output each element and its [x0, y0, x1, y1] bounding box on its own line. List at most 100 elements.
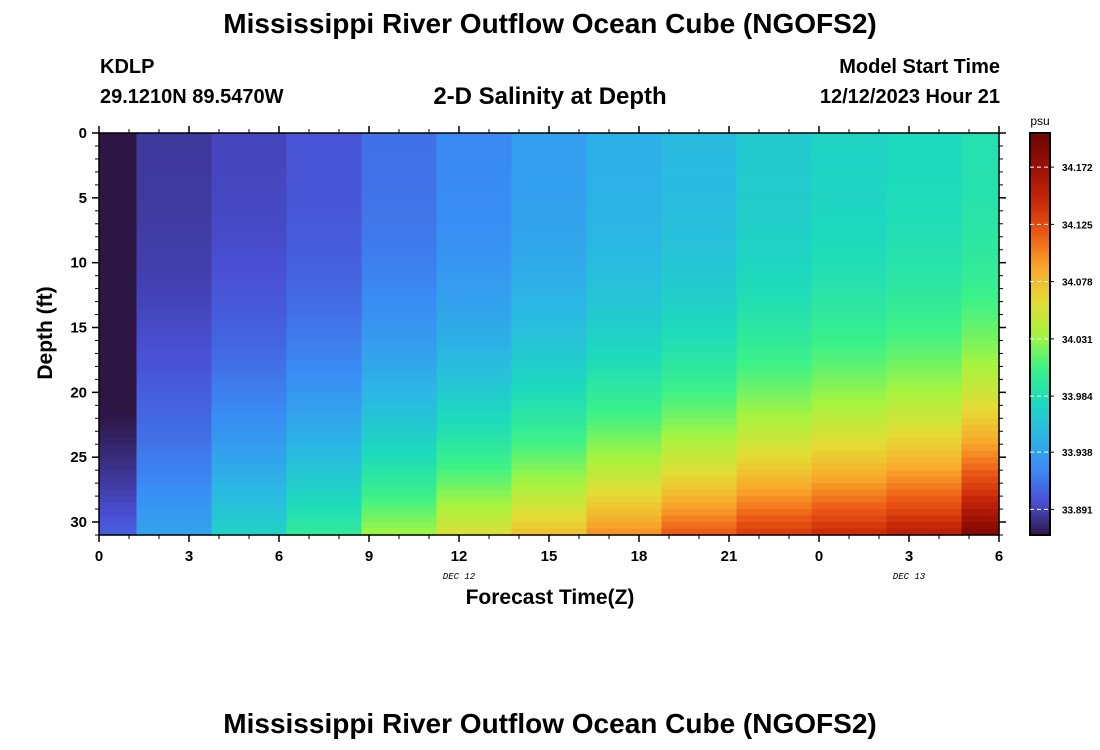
heatmap-cell — [961, 295, 1000, 303]
heatmap-cell — [661, 165, 738, 173]
heatmap-cell — [961, 489, 1000, 497]
heatmap-cell — [661, 152, 738, 160]
heatmap-cell — [436, 470, 513, 478]
heatmap-cell — [811, 385, 888, 393]
heatmap-cell — [661, 314, 738, 322]
heatmap-cell — [661, 359, 738, 368]
heatmap-cell — [286, 133, 363, 141]
heatmap-cell — [436, 334, 513, 342]
heatmap-cell — [136, 282, 213, 290]
x-tick-label: 15 — [541, 548, 558, 565]
heatmap-cell — [886, 327, 963, 335]
heatmap-cell — [136, 275, 213, 283]
heatmap-cell — [736, 210, 813, 218]
heatmap-cell — [99, 424, 138, 432]
heatmap-cell — [811, 372, 888, 380]
heatmap-cell — [811, 217, 888, 225]
y-tick-label: 5 — [79, 190, 87, 207]
heatmap-cell — [661, 509, 738, 517]
heatmap-cell — [286, 515, 363, 523]
colorbar-strip — [1030, 176, 1050, 181]
heatmap-cell — [586, 171, 663, 179]
heatmap-cell — [586, 282, 663, 290]
heatmap-cell — [961, 158, 1000, 167]
heatmap-cell — [586, 275, 663, 283]
heatmap-cell — [99, 502, 138, 510]
heatmap-cell — [586, 301, 663, 309]
heatmap-cell — [436, 444, 513, 452]
heatmap-cell — [436, 210, 513, 218]
heatmap-cell — [736, 353, 813, 361]
heatmap-cell — [661, 184, 738, 192]
heatmap-cell — [811, 327, 888, 335]
heatmap-cell — [286, 295, 363, 303]
heatmap-cell — [961, 236, 1000, 244]
heatmap-cell — [211, 269, 288, 277]
colorbar-strip — [1030, 457, 1050, 462]
heatmap-cell — [961, 346, 1000, 355]
heatmap-cell — [436, 217, 513, 225]
heatmap-cell — [211, 450, 288, 458]
heatmap-cell — [136, 184, 213, 192]
colorbar-strip — [1030, 377, 1050, 382]
heatmap-cell — [99, 275, 138, 283]
heatmap-cell — [961, 308, 1000, 316]
heatmap-cell — [736, 515, 813, 523]
heatmap-cell — [736, 288, 813, 296]
heatmap-cell — [736, 334, 813, 342]
heatmap-cell — [361, 405, 438, 413]
heatmap-cell — [99, 463, 138, 471]
heatmap-cell — [886, 405, 963, 413]
heatmap-cell — [211, 133, 288, 141]
x-tick-label: 3 — [185, 548, 193, 565]
heatmap-cell — [361, 379, 438, 387]
heatmap-cell — [436, 457, 513, 465]
heatmap-cell — [661, 230, 738, 238]
heatmap-cell — [811, 437, 888, 445]
colorbar-strip — [1030, 521, 1050, 526]
heatmap-cell — [811, 314, 888, 322]
heatmap-cell — [436, 366, 513, 374]
heatmap-cell — [361, 197, 438, 205]
heatmap-cell — [886, 366, 963, 374]
heatmap-cell — [736, 359, 813, 368]
colorbar-strip — [1030, 280, 1050, 285]
heatmap-cell — [99, 314, 138, 322]
heatmap-cell — [886, 191, 963, 199]
heatmap-cell — [736, 509, 813, 517]
colorbar-strip — [1030, 210, 1050, 214]
heatmap-cell — [811, 353, 888, 361]
heatmap-cell — [586, 145, 663, 154]
heatmap-cell — [99, 133, 138, 141]
heatmap-cell — [586, 327, 663, 335]
heatmap-cell — [361, 327, 438, 335]
colorbar-strip — [1030, 524, 1050, 529]
heatmap-cell — [811, 152, 888, 160]
heatmap-cell — [661, 379, 738, 387]
colorbar-strip — [1030, 230, 1050, 235]
heatmap-cell — [211, 489, 288, 497]
heatmap-cell — [211, 184, 288, 192]
heatmap-cell — [961, 217, 1000, 225]
heatmap-cell — [886, 139, 963, 147]
heatmap-cell — [586, 437, 663, 445]
colorbar-strip — [1030, 447, 1050, 452]
heatmap-cell — [361, 191, 438, 199]
heatmap-cell — [436, 372, 513, 380]
heatmap-cell — [661, 405, 738, 413]
heatmap-cell — [286, 217, 363, 225]
heatmap-cell — [136, 515, 213, 523]
colorbar-strip — [1030, 518, 1050, 523]
heatmap-cell — [211, 340, 288, 348]
x-axis-label: Forecast Time(Z) — [466, 586, 635, 609]
heatmap-cell — [886, 450, 963, 458]
heatmap-cell — [661, 444, 738, 452]
heatmap-cell — [511, 457, 588, 465]
heatmap-cell — [436, 327, 513, 335]
heatmap-cell — [361, 411, 438, 419]
heatmap-cell — [736, 145, 813, 154]
heatmap-cell — [661, 243, 738, 251]
heatmap-cell — [886, 217, 963, 225]
heatmap-cell — [961, 522, 1000, 530]
heatmap-cell — [136, 223, 213, 231]
